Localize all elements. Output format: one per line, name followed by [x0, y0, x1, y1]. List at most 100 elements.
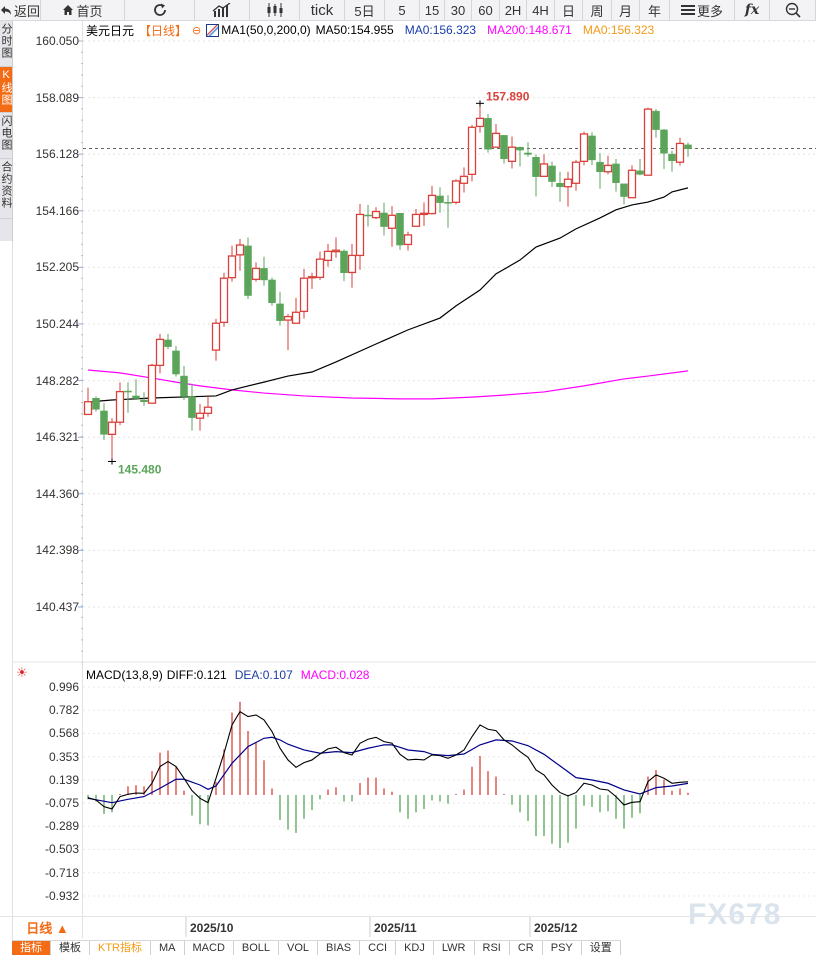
indicator-tab-ktr指标[interactable]: KTR指标	[90, 941, 151, 955]
side-tab-1[interactable]: K线图	[0, 67, 12, 113]
toolbar-button-bar-chart[interactable]	[195, 0, 250, 20]
toolbar-button-月[interactable]: 月	[612, 0, 640, 20]
indicator-tab-rsi[interactable]: RSI	[475, 941, 510, 955]
candle-body-down	[436, 195, 444, 203]
candle-body-up	[603, 164, 613, 173]
toolbar-label: 月	[618, 3, 632, 19]
toolbar-button-日[interactable]: 日	[555, 0, 583, 20]
toolbar-button-5日[interactable]: 5日	[345, 0, 385, 20]
low-price-label: 145.480	[118, 462, 162, 476]
toolbar-label: 周	[590, 3, 604, 19]
toolbar-button-更多[interactable]: 更多	[670, 0, 735, 20]
toolbar-button-首页[interactable]: 首页	[41, 0, 125, 20]
macd-legend: MACD(13,8,9) DIFF:0.121 DEA:0.107 MACD:0…	[86, 668, 369, 682]
candle-body-up	[107, 421, 117, 435]
candle-body-down	[596, 161, 604, 172]
macd-value: MACD:0.028	[300, 668, 370, 682]
toolbar-label: 2H	[504, 2, 522, 18]
ma50-value: MA50:154.955	[315, 23, 394, 37]
candle-body-down	[684, 144, 692, 149]
toolbar-button-15[interactable]: 15	[420, 0, 445, 20]
candle-body-up	[211, 322, 221, 351]
toolbar-button-2H[interactable]: 2H	[500, 0, 527, 20]
indicator-tab-ma[interactable]: MA	[151, 941, 185, 955]
indicator-tab-cr[interactable]: CR	[510, 941, 543, 955]
indicator-tab-psy[interactable]: PSY	[543, 941, 582, 955]
candle-body-down	[268, 279, 276, 303]
candle-body-down	[484, 118, 492, 150]
candle-body-up	[563, 178, 573, 188]
toolbar-button-fx[interactable]: fx	[735, 0, 770, 20]
indicator-tab-kdj[interactable]: KDJ	[396, 941, 434, 955]
toolbar-label: 更多	[696, 3, 723, 19]
indicator-tab-macd[interactable]: MACD	[185, 941, 234, 955]
macd-tick-label: 0.353	[48, 749, 79, 764]
candle-body-down	[172, 350, 180, 375]
side-tab-2[interactable]: 闪电图	[0, 113, 12, 159]
toolbar-button-返回[interactable]: 返回	[0, 0, 41, 20]
diff-value: DIFF:0.121	[166, 668, 227, 682]
toolbar-label: 年	[647, 3, 661, 19]
indicator-tab-bias[interactable]: BIAS	[318, 941, 361, 955]
back-arrow-icon	[0, 4, 12, 16]
toolbar-button-tick[interactable]: tick	[300, 0, 345, 20]
candle-body-down	[612, 163, 620, 183]
ma0-value: MA0:156.323	[404, 23, 477, 37]
indicator-tab-lwr[interactable]: LWR	[434, 941, 475, 955]
candle-body-down	[668, 153, 676, 162]
macd-tick-label: 0.568	[48, 726, 79, 741]
lock-icon[interactable]: ⊖	[192, 24, 202, 37]
indicator-icon[interactable]	[206, 23, 220, 37]
indicator-tab-vol[interactable]: VOL	[279, 941, 319, 955]
side-tab-3[interactable]: 合约资料	[0, 159, 12, 219]
indicator-tab-boll[interactable]: BOLL	[234, 941, 280, 955]
candle-body-up	[291, 311, 301, 324]
candle-body-down	[636, 170, 644, 175]
ma0-value-2: MA0:156.323	[582, 23, 655, 37]
side-tab-label: 合约资料	[0, 161, 12, 209]
toolbar-button-年[interactable]: 年	[640, 0, 670, 20]
toolbar-button-30[interactable]: 30	[445, 0, 472, 20]
toolbar-button-周[interactable]: 周	[583, 0, 612, 20]
price-tick-label: 160.050	[35, 34, 79, 48]
side-tab-0[interactable]: 分时图	[0, 21, 12, 67]
indicator-tab-设置[interactable]: 设置	[582, 941, 621, 955]
toolbar-button-5[interactable]: 5	[385, 0, 420, 20]
candle-body-down	[516, 146, 524, 151]
price-tick-label: 156.128	[35, 147, 79, 162]
candle-body-up	[467, 126, 477, 175]
toolbar-button-refresh[interactable]	[125, 0, 195, 20]
candle-body-up	[315, 258, 325, 279]
side-tab-label: 闪电图	[0, 115, 12, 151]
toolbar-button-candlestick[interactable]	[250, 0, 300, 20]
indicator-tab-指标[interactable]: 指标	[12, 941, 51, 955]
candle-body-down	[380, 212, 388, 227]
macd-settings-icon[interactable]: ☀	[16, 665, 28, 680]
zoom-out-icon	[785, 2, 801, 18]
macd-tick-label: 0.139	[48, 772, 79, 787]
indicator-tab-cci[interactable]: CCI	[360, 941, 397, 955]
toolbar-label: 15	[424, 2, 440, 18]
period-button[interactable]: 日线 ▲	[13, 917, 83, 938]
candle-body-down	[340, 250, 348, 273]
price-tick-label: 152.205	[35, 260, 79, 275]
candle-body-up	[355, 213, 365, 257]
candle-body-up	[227, 255, 237, 279]
candle-body-up	[147, 364, 157, 404]
date-label: 2025/11	[374, 921, 417, 935]
toolbar-button-4H[interactable]: 4H	[527, 0, 555, 20]
indicator-tab-模板[interactable]: 模板	[51, 941, 90, 955]
candle-body-down	[180, 375, 188, 397]
toolbar-button-60[interactable]: 60	[472, 0, 500, 20]
candle-body-down	[92, 398, 100, 410]
macd-tick-label: -0.075	[44, 796, 79, 811]
candle-body-up	[347, 254, 357, 274]
toolbar-label: 首页	[76, 3, 103, 19]
candle-body-down	[276, 303, 284, 321]
candle-body-up	[579, 133, 589, 162]
candle-body-down	[548, 165, 556, 182]
candle-body-up	[83, 401, 93, 416]
side-tabs: 分时图 K线图闪电图合约资料	[0, 21, 13, 241]
candle-body-up	[323, 250, 333, 261]
